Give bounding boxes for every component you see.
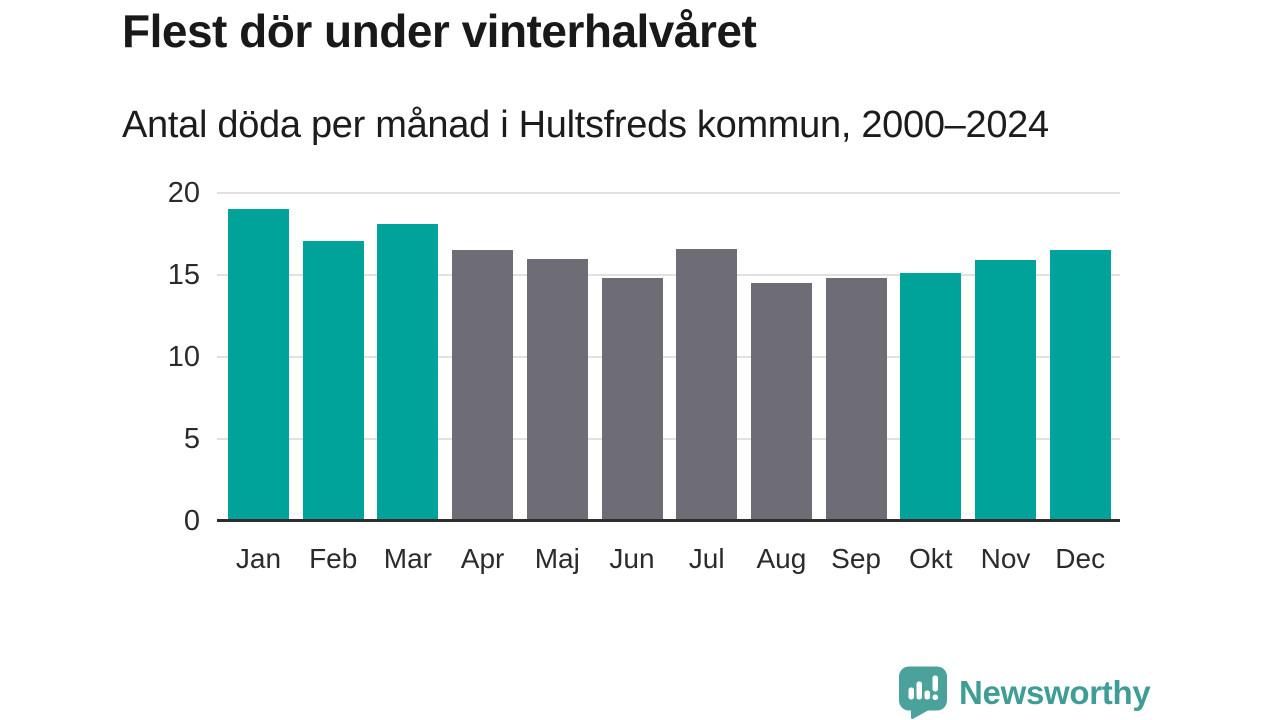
plot-area	[217, 192, 1120, 522]
bar-maj	[526, 258, 588, 521]
bar-okt	[900, 273, 962, 521]
bar-jun	[601, 278, 663, 521]
gridline-10	[217, 356, 1120, 358]
x-axis-label-apr: Apr	[460, 543, 505, 574]
x-axis-label-maj: Maj	[534, 543, 580, 574]
bar-sep	[825, 278, 887, 521]
x-axis-label-jan: Jan	[235, 543, 282, 574]
bar-aug	[750, 283, 812, 521]
x-axis-label-dec: Dec	[1055, 543, 1106, 574]
gridline-5	[217, 438, 1120, 440]
y-axis-label-0: 0	[183, 505, 200, 537]
x-axis-label-jul: Jul	[688, 543, 725, 574]
x-axis-label-mar: Mar	[383, 543, 432, 574]
x-axis-label-nov: Nov	[980, 543, 1031, 574]
bar-mar	[377, 224, 439, 521]
y-axis-label-15: 15	[167, 259, 200, 291]
x-axis-label-feb: Feb	[309, 543, 358, 574]
bar-jan	[228, 209, 289, 521]
y-axis-label-10: 10	[167, 341, 200, 373]
x-axis-label-okt: Okt	[909, 543, 953, 574]
x-axis-label-jun: Jun	[609, 543, 655, 574]
bar-nov	[975, 260, 1036, 521]
x-axis-line	[217, 519, 1120, 522]
gridline-15	[217, 274, 1120, 276]
page-subtitle: Antal döda per månad i Hultsfreds kommun…	[122, 104, 1049, 146]
y-axis-label-20: 20	[167, 177, 200, 209]
newsworthy-logo-text: Newsworthy	[959, 673, 1151, 711]
bar-feb	[302, 240, 364, 521]
gridline-20	[217, 192, 1120, 194]
newsworthy-speech-bubble-barchart-icon	[899, 666, 947, 719]
bar-dec	[1049, 250, 1111, 521]
bar-apr	[452, 250, 514, 521]
x-axis-label-sep: Sep	[831, 543, 881, 574]
y-axis-label-5: 5	[183, 423, 200, 455]
x-axis-label-aug: Aug	[756, 543, 807, 574]
page-title: Flest dör under vinterhalvåret	[122, 5, 757, 57]
newsworthy-logo: Newsworthy	[898, 666, 1151, 719]
bar-jul	[676, 248, 738, 521]
